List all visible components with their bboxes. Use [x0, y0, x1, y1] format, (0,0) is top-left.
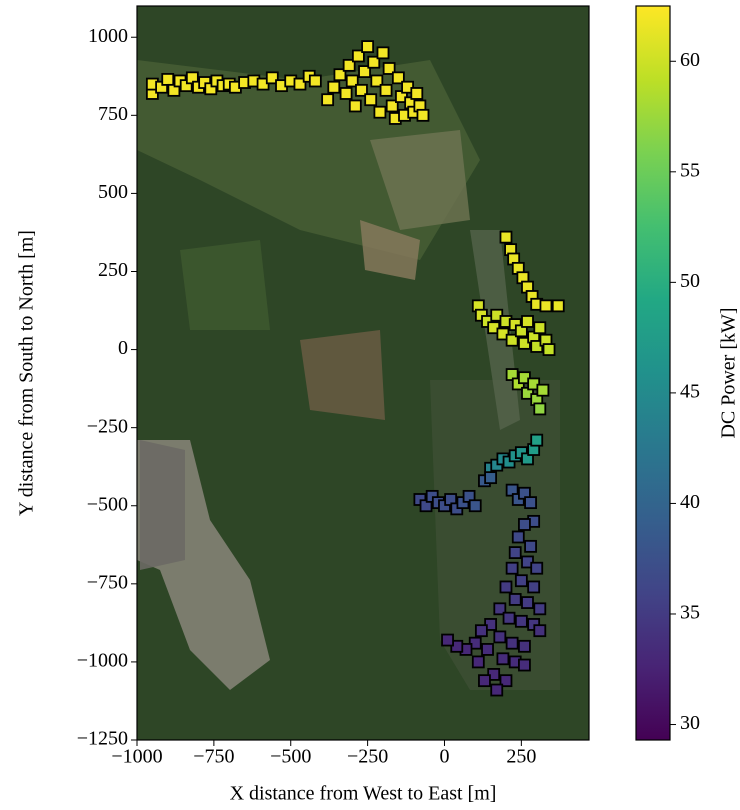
x-tick-label: −250	[347, 746, 388, 768]
scatter-marker	[524, 539, 537, 553]
scatter-marker	[539, 299, 553, 313]
colorbar-tick-label: 35	[680, 602, 700, 624]
scatter-marker	[533, 321, 547, 335]
scatter-marker	[385, 99, 399, 113]
x-tick-label: 0	[439, 746, 449, 768]
scatter-marker	[474, 624, 488, 638]
x-axis-label: X distance from West to East [m]	[230, 783, 497, 805]
y-tick-label: −250	[87, 415, 128, 437]
scatter-marker	[521, 596, 534, 609]
scatter-marker	[530, 433, 544, 447]
scatter-marker	[358, 65, 371, 78]
scatter-marker	[499, 230, 513, 244]
y-tick-label: −1000	[77, 650, 128, 672]
scatter-marker	[471, 655, 485, 669]
scatter-marker	[493, 630, 507, 644]
y-tick-label: 250	[98, 259, 128, 281]
colorbar-label: DC Power [kW]	[718, 307, 740, 438]
colorbar-tick-label: 60	[680, 49, 700, 71]
scatter-marker	[536, 383, 550, 397]
scatter-marker	[499, 580, 513, 594]
y-tick-label: −500	[87, 493, 128, 515]
colorbar-tick-label: 55	[680, 159, 700, 181]
scatter-marker	[511, 530, 525, 544]
scatter-marker	[379, 83, 393, 97]
plot-frame	[136, 5, 590, 741]
scatter-marker	[468, 499, 482, 513]
scatter-marker	[355, 83, 368, 97]
scatter-marker	[505, 561, 519, 575]
scatter-marker	[542, 343, 556, 356]
y-tick-label: −750	[87, 571, 128, 593]
x-tick-label: −1000	[111, 746, 162, 768]
scatter-marker	[493, 602, 507, 616]
y-tick-label: 1000	[88, 25, 128, 47]
scatter-marker	[416, 108, 430, 122]
scatter-marker	[373, 105, 387, 119]
scatter-marker	[327, 80, 341, 94]
y-tick-label: 750	[98, 103, 128, 125]
scatter-marker	[518, 639, 531, 653]
scatter-marker	[496, 652, 510, 666]
scatter-marker	[376, 46, 390, 60]
y-tick-label: −1250	[77, 728, 128, 750]
scatter-marker	[524, 496, 537, 510]
scatter-marker	[514, 614, 528, 628]
scatter-marker	[508, 546, 522, 559]
scatter-marker	[348, 99, 362, 113]
x-tick-label: −750	[193, 746, 234, 768]
scatter-marker	[502, 611, 516, 625]
scatter-marker	[514, 574, 528, 588]
scatter-marker	[521, 315, 534, 328]
scatter-marker	[533, 402, 547, 416]
colorbar	[635, 5, 671, 741]
scatter-marker	[508, 593, 522, 606]
y-tick-label: 500	[98, 181, 128, 203]
scatter-marker	[481, 643, 494, 656]
y-tick-label: 0	[118, 337, 128, 359]
scatter-marker	[351, 49, 365, 63]
scatter-marker	[391, 71, 405, 85]
scatter-marker	[551, 299, 565, 313]
scatter-marker	[367, 55, 381, 69]
scatter-marker	[321, 93, 335, 107]
scatter-marker	[490, 683, 504, 697]
scatter-marker	[518, 658, 531, 672]
colorbar-tick-label: 30	[680, 712, 700, 734]
scatter-marker	[161, 73, 175, 86]
scatter-marker	[293, 77, 307, 91]
scatter-marker	[339, 87, 353, 100]
scatter-marker	[370, 74, 384, 88]
scatter-marker	[484, 471, 498, 485]
scatter-marker	[505, 333, 519, 347]
colorbar-tick-label: 40	[680, 491, 700, 513]
scatter-marker	[441, 633, 454, 647]
scatter-marker	[342, 58, 356, 72]
scatter-marker	[499, 674, 513, 688]
scatter-marker	[505, 636, 519, 650]
scatter-marker	[265, 71, 279, 85]
scatter-marker	[364, 93, 378, 107]
scatter-marker	[361, 40, 375, 54]
scatter-marker	[308, 74, 322, 88]
x-tick-label: 250	[506, 746, 536, 768]
markers	[145, 40, 565, 697]
scatter-marker	[530, 561, 544, 575]
y-axis-label: Y distance from South to North [m]	[16, 230, 38, 516]
scatter-marker	[533, 624, 547, 638]
x-tick-label: −500	[270, 746, 311, 768]
scatter-marker	[527, 580, 541, 594]
scatter-marker	[533, 602, 547, 616]
scatter-marker	[478, 674, 491, 688]
scatter-marker	[410, 87, 424, 100]
scatter-marker	[382, 62, 396, 75]
scatter-marker	[345, 74, 359, 88]
scatter-marker	[333, 68, 347, 82]
colorbar-tick-label: 50	[680, 270, 700, 292]
scatter-marker	[518, 518, 531, 531]
colorbar-tick-label: 45	[680, 380, 700, 402]
